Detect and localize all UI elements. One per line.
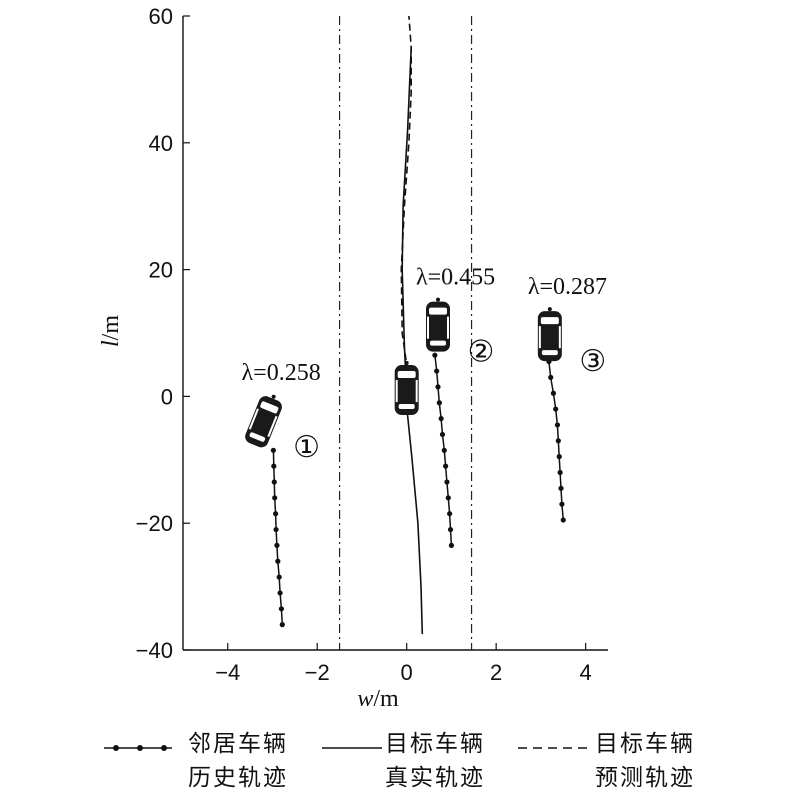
car-side-window-left — [248, 408, 259, 430]
history-point-2 — [445, 495, 451, 501]
history-point-1 — [275, 558, 281, 564]
legend-neighbor-marker — [161, 745, 167, 751]
history-point-2 — [447, 511, 453, 517]
history-point-2 — [435, 384, 441, 390]
history-point-1 — [277, 590, 283, 596]
history-point-2 — [444, 479, 450, 485]
legend-pred-line2: 预测轨迹 — [595, 765, 695, 791]
history-point-1 — [273, 526, 279, 533]
legend-true-line1: 目标车辆 — [385, 731, 485, 757]
car-side-window-left — [427, 316, 429, 339]
history-point-2 — [447, 526, 454, 533]
car-rear-window — [249, 432, 266, 442]
car-side-window-right — [267, 415, 278, 438]
vehicle-number-3: ③ — [579, 344, 606, 379]
history-point-1 — [279, 622, 285, 628]
x-tick-label: −2 — [305, 660, 330, 685]
car-windshield — [397, 371, 416, 379]
legend-neighbor-line1: 邻居车辆 — [188, 731, 288, 757]
x-tick-label: −4 — [215, 660, 240, 685]
x-tick-label: 0 — [401, 660, 413, 685]
history-point-3 — [555, 438, 561, 444]
neighbor-car-2 — [426, 297, 450, 352]
neighbor-history-1 — [272, 450, 284, 625]
history-point-2 — [432, 352, 438, 358]
car-front-marker — [436, 297, 440, 302]
history-point-3 — [557, 469, 563, 476]
car-side-window-right — [447, 316, 449, 339]
history-point-1 — [273, 511, 279, 517]
legend-true-line2: 真实轨迹 — [385, 765, 485, 791]
vehicle-number-1: ① — [293, 430, 320, 465]
history-point-1 — [272, 495, 278, 501]
history-point-3 — [559, 501, 565, 507]
history-point-3 — [554, 422, 561, 428]
car-front-marker — [547, 307, 552, 312]
car-side-window-left — [538, 326, 541, 349]
history-point-3 — [548, 374, 554, 380]
history-point-3 — [550, 390, 557, 396]
lambda-label-3: λ=0.287 — [528, 274, 607, 300]
history-point-2 — [434, 368, 440, 374]
y-tick-label: 60 — [149, 4, 173, 29]
y-tick-label: −20 — [136, 511, 173, 536]
history-point-1 — [278, 606, 285, 612]
car-side-window-right — [415, 380, 418, 403]
history-point-3 — [558, 485, 564, 491]
neighbor-car-1 — [245, 394, 282, 448]
history-point-2 — [441, 447, 447, 453]
history-point-2 — [436, 400, 442, 406]
legend-neighbor-marker — [137, 745, 143, 751]
car-side-window-right — [558, 326, 561, 349]
history-point-2 — [443, 463, 449, 469]
history-point-1 — [271, 479, 277, 485]
target-car — [394, 361, 419, 416]
annotations-layer: λ=0.258 ① λ=0.455 ② λ=0.287 ③ — [242, 265, 607, 465]
history-point-3 — [556, 454, 562, 460]
vehicles-layer — [245, 297, 562, 448]
car-front-marker — [271, 394, 276, 399]
car-front-marker — [404, 361, 409, 366]
history-point-2 — [439, 431, 446, 438]
lambda-label-2: λ=0.455 — [416, 265, 495, 291]
history-point-3 — [553, 406, 559, 412]
x-tick-label: 2 — [490, 660, 502, 685]
car-windshield — [540, 317, 559, 325]
history-point-1 — [271, 463, 277, 469]
car-windshield — [260, 401, 279, 414]
legend-neighbor-line2: 历史轨迹 — [188, 765, 288, 791]
y-tick-label: −40 — [136, 638, 173, 663]
y-tick-label: 20 — [149, 258, 173, 283]
history-point-2 — [438, 415, 444, 422]
history-point-3 — [560, 517, 566, 523]
x-tick-label: 4 — [580, 660, 592, 685]
vehicle-number-2: ② — [468, 335, 495, 370]
target-true-trajectory — [401, 47, 424, 635]
y-axis-label: l/m — [98, 315, 124, 347]
target-predicted-trajectory — [400, 15, 412, 372]
neighbor-car-3 — [537, 307, 562, 362]
history-point-1 — [270, 447, 276, 453]
legend-marks — [104, 745, 588, 751]
car-rear-window — [541, 350, 558, 356]
history-point-1 — [274, 542, 280, 548]
lane-lines — [338, 16, 473, 650]
history-point-2 — [448, 542, 455, 548]
legend-pred-line1: 目标车辆 — [595, 731, 695, 757]
lambda-label-1: λ=0.258 — [242, 360, 321, 386]
car-rear-window — [430, 340, 446, 346]
series-layer — [270, 15, 566, 635]
legend-neighbor-marker — [113, 745, 119, 751]
y-tick-label: 0 — [161, 384, 173, 409]
history-point-1 — [276, 574, 282, 580]
y-tick-label: 40 — [149, 131, 173, 156]
car-windshield — [429, 307, 447, 315]
car-side-window-left — [395, 380, 398, 403]
car-rear-window — [398, 404, 415, 410]
axis-labels: w/m l/m — [98, 315, 399, 712]
x-axis-label: w/m — [357, 686, 399, 712]
